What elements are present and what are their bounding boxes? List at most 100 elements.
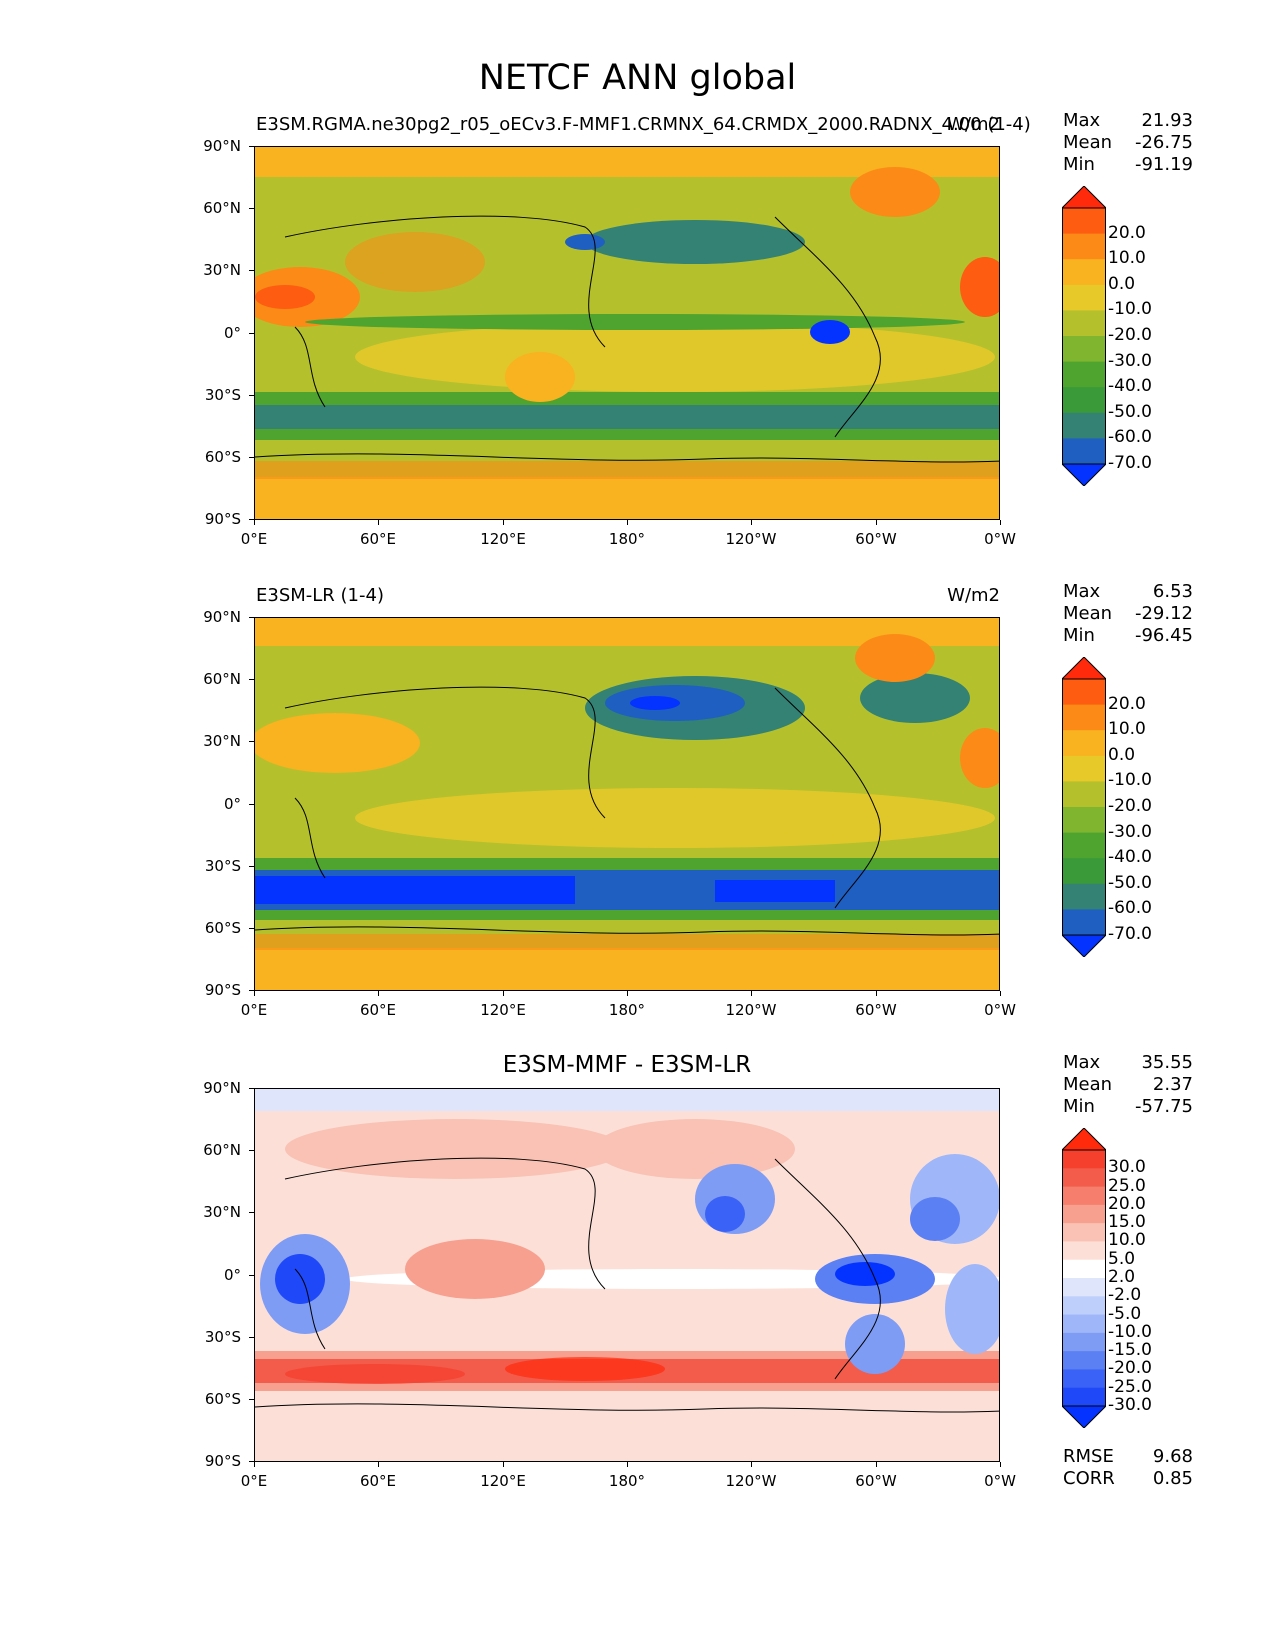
stat-value: -26.75	[1134, 132, 1193, 153]
stat-label: Mean	[1063, 132, 1113, 153]
colorbar-tick-label: -5.0	[1108, 1303, 1142, 1324]
lat-tick	[249, 990, 254, 992]
lon-label: 0°E	[240, 1472, 268, 1490]
stat-value: 6.53	[1152, 581, 1193, 602]
lon-label: 60°E	[359, 1001, 397, 1019]
lon-label: 60°W	[855, 1001, 897, 1019]
stat-label: Min	[1063, 154, 1095, 175]
lon-label: 60°W	[855, 530, 897, 548]
colorbar-tick-label: -60.0	[1108, 898, 1152, 919]
colorbar-segment	[1062, 755, 1106, 782]
colorbar-segment	[1062, 387, 1106, 414]
colorbar-segment	[1062, 310, 1106, 337]
lon-tick	[626, 991, 628, 996]
lat-label: 30°N	[203, 1203, 241, 1221]
colorbar-segment	[1062, 1186, 1106, 1206]
lat-tick	[249, 394, 254, 396]
colorbar-tick-label: -50.0	[1108, 401, 1152, 422]
map-plot	[254, 146, 1000, 520]
colorbar-segment	[1062, 704, 1106, 731]
colorbar-tick-label: 20.0	[1108, 693, 1146, 714]
colorbar	[1060, 1127, 1108, 1432]
colorbar-extend-min	[1060, 934, 1108, 958]
stat-value: 35.55	[1141, 1052, 1193, 1073]
panel-title-left: E3SM.RGMA.ne30pg2_r05_oECv3.F-MMF1.CRMNX…	[256, 114, 1031, 135]
lat-tick	[249, 741, 254, 743]
stat-label: Max	[1063, 581, 1101, 602]
lon-tick	[254, 1462, 255, 1467]
metric-label: RMSE	[1063, 1446, 1114, 1467]
stat-value: -29.12	[1134, 603, 1193, 624]
lon-label: 120°E	[480, 1472, 526, 1490]
colorbar-tick-label: 25.0	[1108, 1175, 1146, 1196]
lon-tick	[626, 1462, 628, 1467]
colorbar-segment	[1062, 679, 1106, 706]
colorbar-segment	[1062, 336, 1106, 363]
stat-value: -57.75	[1134, 1096, 1193, 1117]
lon-label: 120°W	[725, 1001, 777, 1019]
colorbar-segment	[1062, 1278, 1106, 1297]
lon-label: 120°W	[725, 530, 777, 548]
colorbar-tick-label: -10.0	[1108, 1321, 1152, 1342]
panel-title-left: E3SM-LR (1-4)	[256, 585, 384, 606]
panel-reference-model: E3SM-LR (1-4) W/m2 90°N 60°N 30°N 0° 30°…	[0, 581, 1275, 1077]
colorbar-tick-label: -15.0	[1108, 1340, 1152, 1361]
lat-tick	[249, 332, 254, 334]
lon-label: 120°E	[480, 530, 526, 548]
colorbar-outline	[1062, 207, 1106, 465]
colorbar-extend-max	[1060, 656, 1108, 680]
colorbar-tick-label: -20.0	[1108, 325, 1152, 345]
colorbar-segment	[1062, 781, 1106, 808]
lat-tick	[249, 1336, 254, 1338]
lat-tick	[249, 208, 254, 210]
lon-label: 60°E	[359, 1472, 397, 1490]
lat-tick	[249, 1461, 254, 1463]
lon-label: 0°E	[240, 1001, 268, 1019]
map-field	[255, 147, 999, 519]
lon-tick	[875, 991, 877, 996]
lat-tick	[249, 617, 254, 618]
lon-label: 0°W	[984, 1001, 1016, 1019]
colorbar-tick-label: -40.0	[1108, 847, 1152, 868]
lat-label: 90°S	[204, 981, 241, 999]
lat-label: 60°S	[204, 448, 241, 466]
lon-tick	[626, 520, 628, 525]
stat-value: -96.45	[1134, 625, 1193, 646]
lon-label: 120°W	[725, 1472, 777, 1490]
lat-label: 30°S	[204, 857, 241, 875]
lon-tick	[875, 1462, 877, 1467]
lat-tick	[249, 679, 254, 681]
lat-tick	[249, 1212, 254, 1214]
lon-tick	[378, 520, 380, 525]
colorbar-tick-label: -20.0	[1108, 796, 1152, 816]
stat-value: 2.37	[1152, 1074, 1193, 1095]
lon-label: 120°E	[480, 1001, 526, 1019]
panel-test-model: E3SM.RGMA.ne30pg2_r05_oECv3.F-MMF1.CRMNX…	[0, 110, 1275, 606]
lat-tick	[249, 1398, 254, 1400]
map-plot	[254, 617, 1000, 991]
colorbar-segment	[1062, 1314, 1106, 1334]
lat-tick	[249, 865, 254, 867]
colorbar-outline	[1062, 678, 1106, 936]
colorbar-tick-label: 5.0	[1108, 1248, 1136, 1269]
colorbar-tick-label: -70.0	[1108, 453, 1152, 473]
colorbar-tick-label: 2.0	[1108, 1267, 1136, 1287]
lat-label: 0°	[223, 1266, 241, 1284]
lat-label: 30°N	[203, 261, 241, 279]
lon-tick	[751, 1462, 753, 1467]
stat-label: Max	[1063, 1052, 1101, 1073]
colorbar-extend-max	[1060, 185, 1108, 209]
colorbar-tick-label: -25.0	[1108, 1376, 1152, 1397]
lat-label: 30°S	[204, 1328, 241, 1346]
lon-tick	[378, 1462, 380, 1467]
colorbar-segment	[1062, 1351, 1106, 1370]
colorbar-segment	[1062, 832, 1106, 859]
colorbar-segment	[1062, 233, 1106, 260]
colorbar-segment	[1062, 208, 1106, 235]
lat-label: 90°N	[203, 137, 241, 155]
colorbar-tick-label: -10.0	[1108, 299, 1152, 320]
lat-label: 60°S	[204, 1390, 241, 1408]
metric-value: 9.68	[1152, 1446, 1193, 1467]
colorbar-tick-label: 30.0	[1108, 1157, 1146, 1178]
lat-tick	[249, 1150, 254, 1152]
